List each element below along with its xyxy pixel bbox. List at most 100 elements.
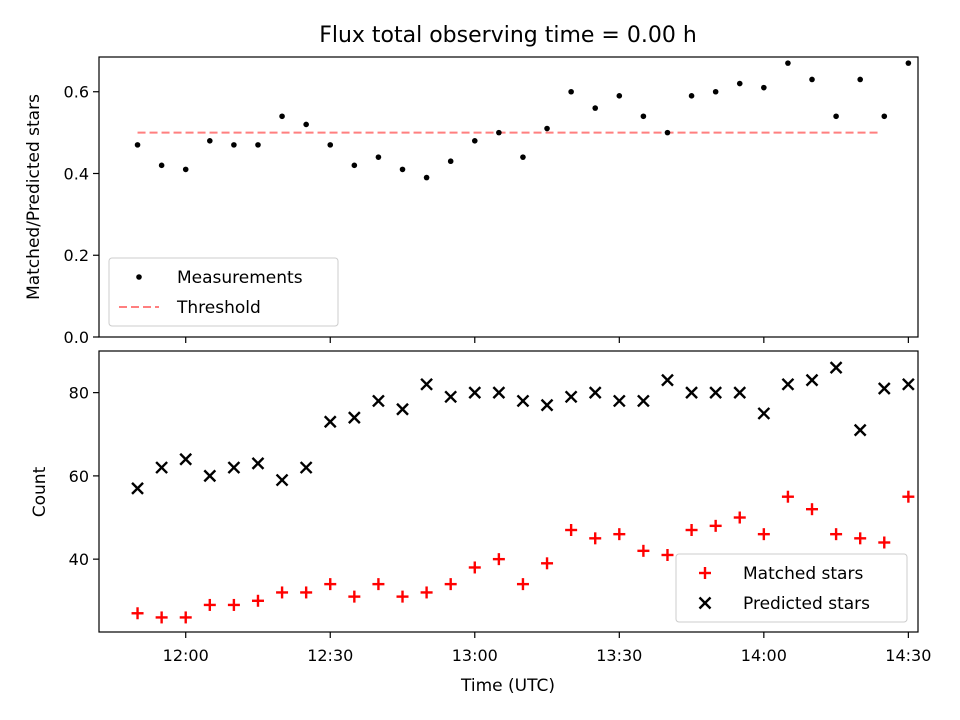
predicted-star-point: [492, 386, 506, 399]
x-axis-label: Time (UTC): [460, 676, 555, 696]
predicted-star-point: [733, 386, 747, 399]
predicted-star-point: [757, 407, 771, 420]
predicted-star-point: [179, 452, 193, 466]
matched-star-point: [468, 561, 481, 574]
matched-star-point: [516, 578, 529, 591]
predicted-star-point: [420, 377, 433, 391]
predicted-star-point: [709, 386, 723, 399]
bottom-panel: 40 60 80 12:00 12:30 13:00 13:30 14:00 14:30 Co…: [30, 350, 931, 665]
measurement-point: [688, 93, 695, 99]
predicted-star-point: [323, 415, 337, 429]
legend-matched-label: Matched stars: [743, 564, 863, 584]
predicted-star-point: [781, 377, 795, 391]
measurement-point: [761, 84, 767, 91]
measurement-point: [182, 166, 189, 173]
matched-star-point: [902, 490, 915, 503]
predicted-star-point: [372, 394, 385, 408]
predicted-star-point: [902, 377, 915, 391]
predicted-star-point: [155, 461, 168, 474]
measurement-point: [640, 113, 647, 120]
matched-star-point: [227, 598, 240, 611]
matched-star-point: [541, 557, 554, 570]
measurement-point: [785, 60, 791, 66]
measurement-point: [279, 113, 285, 120]
bottom-x-tick-label: 14:30: [885, 646, 931, 665]
matched-star-point: [444, 578, 457, 591]
bottom-x-tick-label: 12:00: [163, 646, 209, 665]
matched-star-point: [589, 532, 602, 545]
bottom-x-tick-label: 13:30: [596, 646, 642, 665]
measurement-point: [905, 60, 912, 66]
matched-star-point: [348, 590, 361, 603]
predicted-star-point: [444, 390, 458, 404]
matched-star-point: [757, 528, 770, 541]
matched-star-point: [420, 586, 433, 599]
predicted-star-point: [829, 361, 843, 375]
bottom-y-tick-label: 40: [69, 550, 89, 569]
measurement-point: [736, 80, 743, 87]
top-y-axis: 0.0 0.2 0.4 0.6: [64, 83, 99, 347]
matched-star-point: [300, 586, 313, 599]
measurement-point: [833, 113, 839, 120]
legend-predicted-marker: [698, 596, 712, 610]
matched-star-point: [709, 519, 722, 532]
predicted-star-point: [275, 473, 289, 487]
measurement-point: [471, 137, 478, 144]
measurement-point: [857, 76, 863, 83]
measurement-point: [712, 88, 719, 95]
top-legend-box: [108, 257, 339, 327]
top-data-marks: [134, 60, 912, 181]
predicted-star-point: [131, 482, 144, 495]
measurement-point: [375, 154, 382, 160]
matched-star-point: [781, 490, 794, 503]
legend-threshold-label: Threshold: [176, 298, 261, 318]
bottom-legend: Matched stars Predicted stars: [675, 553, 908, 623]
measurement-point: [447, 158, 454, 165]
matched-star-point: [661, 548, 674, 561]
top-y-tick-label: 0.4: [64, 164, 89, 183]
bottom-data-marks: [131, 361, 915, 624]
measurement-point: [881, 113, 888, 120]
measurement-point: [616, 93, 623, 99]
bottom-y-tick-label: 80: [69, 384, 89, 403]
matched-star-point: [131, 607, 144, 620]
measurement-point: [592, 105, 599, 111]
bottom-x-tick-label: 13:00: [452, 646, 498, 665]
legend-predicted-label: Predicted stars: [743, 594, 870, 614]
measurement-point: [496, 129, 502, 136]
predicted-star-point: [516, 394, 530, 408]
top-legend: Measurements Threshold: [108, 257, 339, 327]
predicted-star-point: [203, 469, 217, 483]
predicted-star-point: [564, 390, 578, 404]
measurement-point: [809, 76, 815, 83]
measurement-point: [134, 142, 141, 148]
matched-star-point: [878, 536, 891, 549]
matched-star-point: [806, 503, 819, 516]
predicted-star-point: [540, 398, 554, 412]
matched-star-point: [830, 528, 843, 541]
bottom-x-tick-label: 12:30: [307, 646, 353, 665]
top-y-axis-label: Matched/Predicted stars: [24, 94, 44, 300]
predicted-star-point: [588, 386, 602, 399]
measurement-point: [664, 129, 671, 136]
bottom-y-tick-label: 60: [69, 467, 89, 486]
matched-star-point: [372, 578, 385, 591]
bottom-y-axis-label: Count: [30, 466, 50, 517]
top-y-tick-label: 0.0: [64, 328, 89, 347]
predicted-star-point: [251, 457, 265, 470]
matched-star-point: [613, 528, 626, 541]
predicted-star-point: [637, 394, 650, 408]
top-panel: 0.0 0.2 0.4 0.6 Matched/Predicted stars Mea…: [24, 56, 919, 347]
legend-matched-marker: [699, 567, 711, 579]
measurement-point: [255, 142, 261, 148]
predicted-star-point: [299, 461, 313, 474]
matched-star-point: [733, 511, 746, 524]
predicted-star-point: [468, 386, 482, 399]
matched-star-point: [155, 611, 168, 624]
measurement-point: [520, 154, 526, 160]
predicted-star-point: [685, 386, 698, 399]
bottom-x-axis: 12:00 12:30 13:00 13:30 14:00 14:30: [163, 632, 931, 665]
matched-star-point: [492, 553, 505, 566]
matched-star-point: [251, 594, 264, 607]
